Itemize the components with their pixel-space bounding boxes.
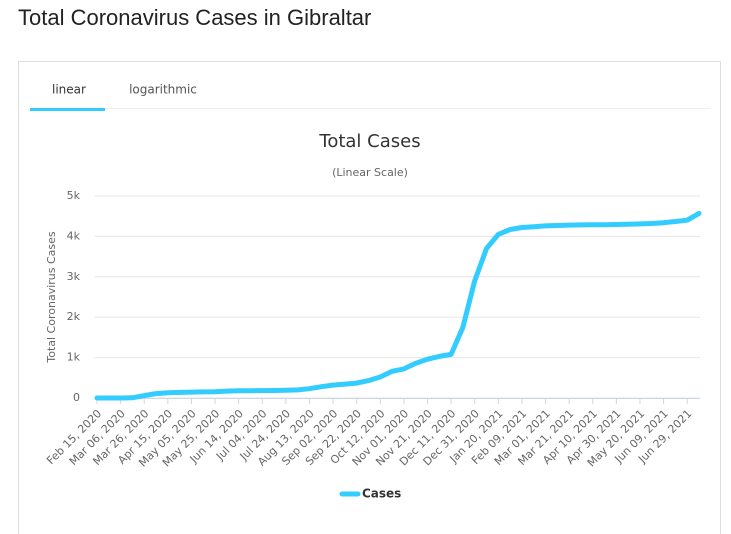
chart-box (18, 61, 721, 534)
chart-subtitle: (Linear Scale) (332, 166, 408, 179)
series-line (94, 210, 702, 401)
chart-title: Total Cases (318, 131, 420, 152)
tab-underline (30, 108, 105, 111)
y-axis-label: Total Coronavirus Cases (45, 231, 58, 364)
tab[interactable]: linear (52, 83, 86, 97)
y-tick-label: 2k (67, 310, 81, 323)
y-tick-label: 0 (73, 391, 80, 404)
y-tick-label: 1k (67, 351, 81, 364)
y-tick-label: 3k (67, 270, 81, 283)
legend-label: Cases (362, 487, 401, 501)
y-tick-label: 4k (67, 229, 81, 242)
page-title: Total Coronavirus Cases in Gibraltar (18, 5, 371, 30)
tab[interactable]: logarithmic (129, 83, 197, 97)
y-tick-label: 5k (67, 189, 81, 202)
